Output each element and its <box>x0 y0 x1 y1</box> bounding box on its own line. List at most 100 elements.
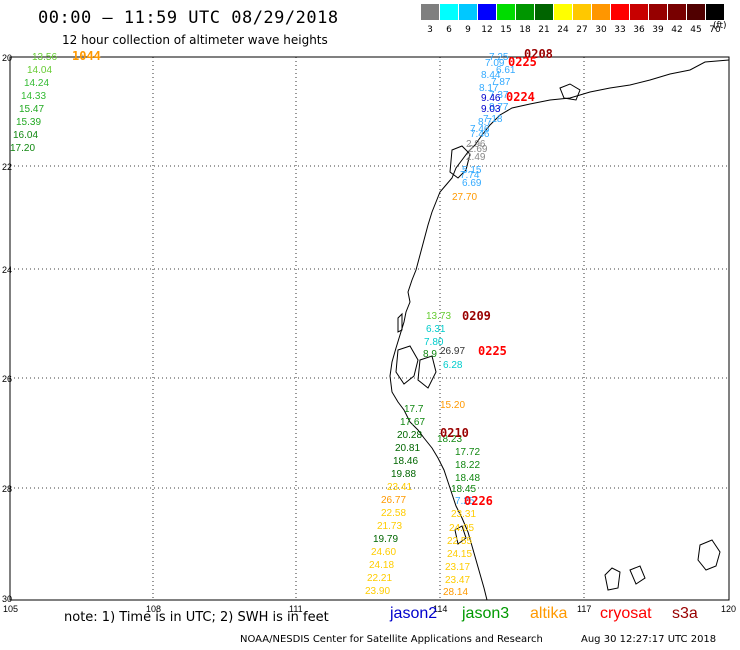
lon-tick-label: 111 <box>289 604 303 614</box>
wave-height-value: 17.20 <box>10 143 35 154</box>
scale-label: 70 <box>709 25 721 35</box>
wave-height-value: 2.69 <box>468 144 488 155</box>
map-subtitle: 12 hour collection of altimeter wave hei… <box>62 33 328 47</box>
lon-tick-label: 117 <box>577 604 591 614</box>
wave-height-value: 14.33 <box>21 91 46 102</box>
scale-label: 33 <box>614 25 626 35</box>
wave-height-value: 24.60 <box>371 547 396 558</box>
wave-height-value: 18.45 <box>451 484 476 495</box>
scale-label: 12 <box>481 25 493 35</box>
lat-tick-label: 20 <box>2 53 12 63</box>
scale-label: 3 <box>427 25 433 35</box>
scale-label: 42 <box>671 25 683 35</box>
island-outline <box>449 145 471 179</box>
wave-height-value: 27.70 <box>452 192 477 203</box>
lon-gridlines <box>152 57 585 600</box>
legend-s3a: s3a <box>672 605 698 622</box>
wave-height-value: 20.81 <box>395 443 420 454</box>
island-outline <box>559 83 581 101</box>
legend-cryosat: cryosat <box>600 605 652 622</box>
wave-height-value: 20.28 <box>397 430 422 441</box>
lon-tick-label: 114 <box>433 604 447 614</box>
scale-label: 21 <box>538 25 550 35</box>
scale-label: 6 <box>446 25 452 35</box>
scale-swatch <box>440 4 458 20</box>
wave-height-value: 8.17 <box>479 83 499 94</box>
scale-swatch <box>459 4 477 20</box>
wave-height-value: 19.88 <box>391 469 416 480</box>
wave-height-value: 22.58 <box>381 508 406 519</box>
scale-swatch <box>630 4 648 20</box>
wave-height-value: 17.67 <box>400 417 425 428</box>
wave-height-value: 7.87 <box>491 77 511 88</box>
wave-height-value: 17.72 <box>455 447 480 458</box>
wave-height-value: 18.48 <box>455 473 480 484</box>
wave-height-value: 6.31 <box>426 324 446 335</box>
wave-height-value: 14.24 <box>24 78 49 89</box>
wave-height-value: 7.46 <box>470 129 490 140</box>
wave-height-value: 14.04 <box>27 65 52 76</box>
legend-jason2: jason2 <box>390 605 438 622</box>
wave-height-value: 7.09 <box>485 58 505 69</box>
pass-time-label: 0225 <box>478 344 507 358</box>
wave-height-value: 7.37 <box>489 90 509 101</box>
lat-tick-label: 26 <box>2 374 12 384</box>
lon-tick-label: 108 <box>146 604 161 614</box>
lat-tick-label: 30 <box>2 594 12 604</box>
pass-time-label: 1044 <box>72 49 101 63</box>
wave-height-value: 6.28 <box>443 360 463 371</box>
pass-time-label: 0208 <box>524 47 553 61</box>
island-outline <box>629 565 646 585</box>
lat-tick-label: 22 <box>2 162 12 172</box>
wave-height-value: 15.39 <box>16 117 41 128</box>
scale-swatch <box>421 4 439 20</box>
island-outline <box>604 567 621 591</box>
lon-tick-label: 120 <box>721 604 736 614</box>
wave-height-value: 24.15 <box>447 549 472 560</box>
wave-height-value: 2.49 <box>466 152 486 163</box>
wave-height-value: 6.69 <box>462 178 482 189</box>
lon-tick-label: 105 <box>3 604 18 614</box>
wave-height-value: 23.17 <box>445 562 470 573</box>
scale-swatch <box>668 4 686 20</box>
scale-swatch <box>516 4 534 20</box>
scale-swatch <box>687 4 705 20</box>
scale-swatch <box>497 4 515 20</box>
wave-height-value: 26.77 <box>381 495 406 506</box>
wave-height-value: 8.44 <box>481 70 501 81</box>
wave-height-value: 24.05 <box>449 523 474 534</box>
track-labels: 13.56 14.04 14.24 14.33 15.47 15.39 16.04 17.20… <box>10 47 553 598</box>
pass-time-label: 0224 <box>506 90 535 104</box>
wave-height-value: 5.15 <box>462 165 482 176</box>
scale-swatch <box>706 4 724 20</box>
wave-height-value: 19.79 <box>373 534 398 545</box>
wave-height-value: 13.56 <box>32 52 57 63</box>
wave-height-value: 7.46 <box>470 124 490 135</box>
pass-time-label: 0209 <box>462 309 491 323</box>
scale-swatch <box>535 4 553 20</box>
wave-height-value: 7.80 <box>424 337 444 348</box>
coastline-main <box>389 59 730 601</box>
wave-height-value: 15.47 <box>19 104 44 115</box>
wave-height-value: 18.23 <box>437 434 462 445</box>
scale-label: 18 <box>519 25 531 35</box>
wave-height-value: 28.14 <box>443 587 468 598</box>
scale-label: 24 <box>557 25 569 35</box>
footer-timestamp: Aug 30 12:27:17 UTC 2018 <box>581 634 717 645</box>
scale-swatch <box>554 4 572 20</box>
scale-label: 27 <box>576 25 588 35</box>
lat-tick-label: 28 <box>2 484 12 494</box>
map-title: 00:00 — 11:59 UTC 08/29/2018 <box>38 8 339 28</box>
scale-unit-label: (ft) <box>713 21 727 31</box>
wave-height-value: 7.25 <box>455 496 475 507</box>
wave-height-value: 8.7 <box>478 117 492 128</box>
map-frame <box>9 56 730 601</box>
scale-swatch <box>592 4 610 20</box>
scale-label: 15 <box>500 25 512 35</box>
scale-label: 36 <box>633 25 645 35</box>
wave-height-value: 18.22 <box>455 460 480 471</box>
wave-height-value: 21.73 <box>377 521 402 532</box>
scale-label: 39 <box>652 25 664 35</box>
scale-swatch <box>611 4 629 20</box>
